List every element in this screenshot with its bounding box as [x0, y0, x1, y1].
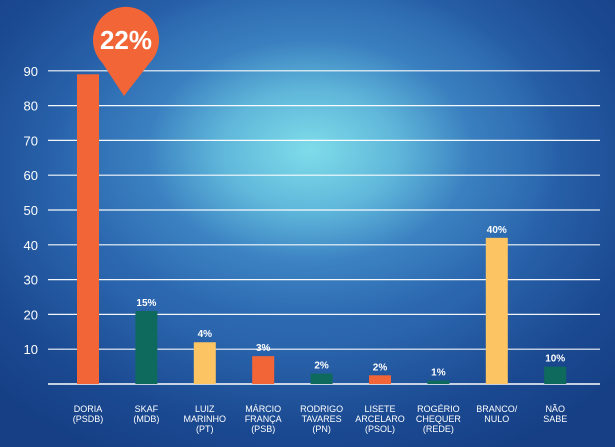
value-label-8: 10% — [545, 354, 565, 365]
category-label-line: MARINHO — [184, 414, 227, 424]
bar-5 — [369, 375, 391, 384]
bar-4 — [310, 373, 333, 384]
category-label-6: ROGÉRIO CHEQUER (REDE) — [416, 404, 462, 434]
y-axis-ticks: 10 20 30 40 50 60 70 80 90 — [24, 64, 38, 357]
value-label-1: 15% — [136, 298, 156, 309]
gridlines — [48, 70, 600, 385]
value-labels: 15% 4% 3% 2% 2% 1% 40% 10% — [136, 225, 565, 379]
category-label-line: RODRIGO — [300, 404, 343, 414]
category-label-line: NÃO — [545, 404, 565, 414]
category-label-line: ARCELARO — [355, 414, 405, 424]
category-label-line: TAVARES — [302, 414, 342, 424]
category-label-line: (PSOL) — [365, 424, 395, 434]
y-tick-label-70: 70 — [24, 133, 38, 148]
category-labels: DORIA (PSDB) SKAF (MDB) LUIZ MARINHO (PT) MÁRCI… — [73, 404, 567, 434]
y-tick-label-80: 80 — [24, 99, 38, 114]
callout-bubble — [92, 6, 159, 96]
value-label-5: 2% — [373, 362, 388, 373]
category-label-line: LUIZ — [195, 404, 215, 414]
bar-3 — [252, 356, 275, 384]
bar-6 — [427, 380, 450, 384]
category-label-line: FRANÇA — [245, 414, 282, 424]
value-label-2: 4% — [198, 329, 213, 340]
category-label-line: ROGÉRIO — [417, 404, 460, 414]
category-label-3: MÁRCIO FRANÇA (PSB) — [245, 404, 282, 434]
category-label-line: (REDE) — [423, 424, 454, 434]
y-tick-label-90: 90 — [24, 64, 38, 79]
category-label-line: (PSB) — [251, 424, 275, 434]
category-label-line: NULO — [484, 414, 509, 424]
category-label-5: LISETE ARCELARO (PSOL) — [355, 404, 405, 434]
category-label-4: RODRIGO TAVARES (PN) — [300, 404, 343, 434]
bar-1 — [135, 310, 158, 384]
category-label-7: BRANCO/NULO — [476, 404, 518, 424]
category-label-0: DORIA (PSDB) — [73, 404, 104, 424]
category-label-line: BRANCO/ — [476, 404, 518, 414]
category-label-1: SKAF (MDB) — [133, 404, 159, 424]
y-tick-label-10: 10 — [24, 342, 38, 357]
value-label-3: 3% — [256, 343, 271, 354]
category-label-line: (PT) — [196, 424, 214, 434]
category-label-8: NÃO SABE — [543, 404, 567, 424]
value-label-4: 2% — [314, 361, 329, 372]
value-label-7: 40% — [487, 225, 507, 236]
category-label-line: MÁRCIO — [245, 404, 281, 414]
bars — [77, 74, 567, 384]
category-label-line: (MDB) — [133, 414, 159, 424]
y-tick-label-60: 60 — [24, 168, 38, 183]
bar-0 — [77, 74, 99, 384]
y-tick-label-20: 20 — [24, 307, 38, 322]
category-label-line: CHEQUER — [416, 414, 462, 424]
category-label-2: LUIZ MARINHO (PT) — [184, 404, 227, 434]
category-label-line: SABE — [543, 414, 567, 424]
bar-7 — [485, 237, 508, 384]
bar-8 — [544, 366, 567, 384]
y-tick-label-50: 50 — [24, 203, 38, 218]
callout-badge: 22% — [92, 6, 159, 96]
y-tick-label-40: 40 — [24, 238, 38, 253]
category-label-line: (PSDB) — [73, 414, 104, 424]
category-label-line: (PN) — [312, 424, 331, 434]
value-label-6: 1% — [431, 368, 446, 379]
category-label-line: LISETE — [364, 404, 395, 414]
y-tick-label-30: 30 — [24, 273, 38, 288]
category-label-line: SKAF — [135, 404, 159, 414]
bar-2 — [193, 342, 216, 384]
callout-value-label: 22% — [100, 25, 152, 55]
category-label-line: DORIA — [74, 404, 103, 414]
